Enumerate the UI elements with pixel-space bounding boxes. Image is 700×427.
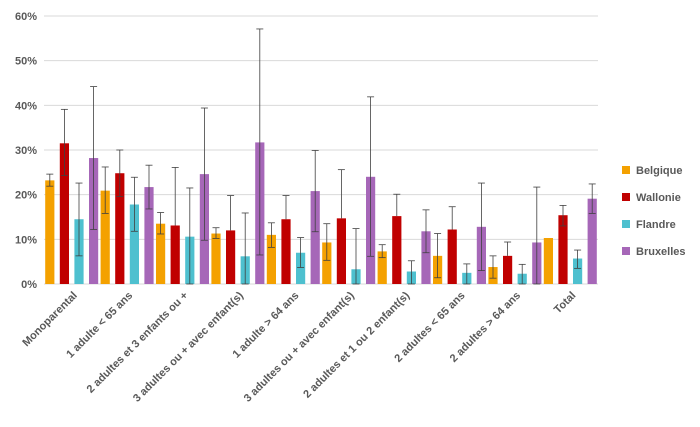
legend-label: Wallonie (636, 192, 681, 204)
y-tick-label: 60% (15, 11, 37, 23)
bar-bruxelles (587, 198, 597, 284)
legend-label: Flandre (636, 219, 676, 231)
error-bars (46, 28, 596, 285)
y-tick-label: 40% (15, 100, 37, 112)
y-tick-label: 10% (15, 234, 37, 246)
y-tick-label: 0% (21, 279, 37, 291)
bar-wallonie (226, 230, 236, 284)
bar-belgique (543, 237, 553, 284)
bar-bruxelles (310, 191, 320, 284)
legend: Belgique Wallonie Flandre Bruxelles (622, 165, 686, 258)
y-tick-label: 30% (15, 145, 37, 157)
x-category-label: 3 adultes ou + avec enfant(s) (242, 289, 357, 404)
bar-belgique (156, 223, 166, 284)
x-category-label: Monoparental (20, 290, 79, 349)
bar-wallonie (558, 215, 568, 284)
y-tick-label: 50% (15, 56, 37, 68)
bar-bruxelles (421, 231, 431, 284)
legend-label: Bruxelles (636, 246, 686, 258)
bars (45, 142, 597, 284)
x-category-label: 3 adultes ou + avec enfant(s) (131, 289, 246, 404)
bar-wallonie (392, 216, 402, 284)
bar-wallonie (59, 143, 69, 284)
bar-flandre (296, 252, 306, 284)
bar-wallonie (281, 219, 291, 284)
bar-belgique (100, 190, 110, 284)
y-tick-label: 20% (15, 190, 37, 202)
x-category-label: Total (552, 290, 578, 316)
bar-wallonie (503, 255, 513, 284)
bar-belgique (322, 242, 332, 284)
bar-belgique (266, 234, 276, 284)
bar-belgique (377, 251, 387, 284)
legend-swatch (622, 220, 630, 228)
bar-belgique (211, 233, 221, 284)
x-category-label: 2 adultes et 1 ou 2 enfant(s) (301, 289, 412, 400)
legend-swatch (622, 166, 630, 174)
bar-belgique (45, 180, 55, 284)
bar-bruxelles (144, 187, 154, 284)
legend-swatch (622, 193, 630, 201)
legend-swatch (622, 247, 630, 255)
bar-wallonie (447, 229, 457, 284)
bar-wallonie (336, 218, 346, 284)
bar-wallonie (170, 225, 180, 284)
bar-flandre (573, 258, 583, 284)
y-axis-tick-labels: 0% 10% 20% 30% 40% 50% 60% (15, 11, 37, 291)
legend-label: Belgique (636, 165, 682, 177)
bar-flandre (129, 204, 139, 284)
gridlines (44, 15, 598, 285)
bar-wallonie (115, 173, 125, 284)
x-category-label: 2 adultes et 3 enfants ou + (85, 290, 191, 396)
